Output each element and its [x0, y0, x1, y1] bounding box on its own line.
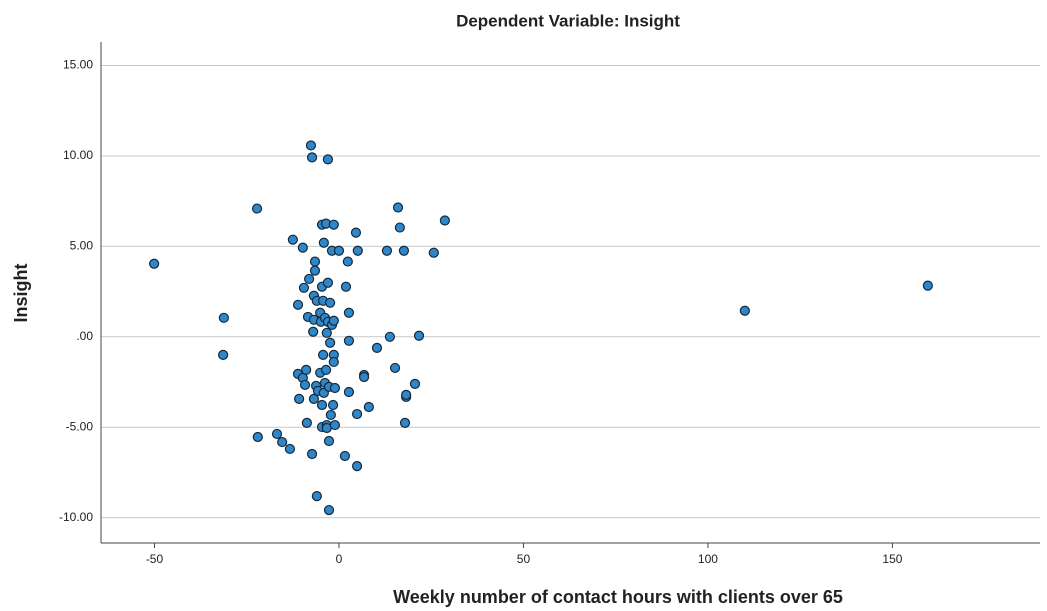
- point: [321, 327, 332, 338]
- point: [392, 202, 404, 213]
- x-axis-label: Weekly number of contact hours with clie…: [393, 587, 843, 607]
- point: [413, 330, 425, 341]
- point: [343, 335, 355, 346]
- point: [325, 297, 336, 308]
- point: [301, 417, 312, 429]
- point: [739, 305, 750, 316]
- y-tick-label: -10.00: [59, 510, 93, 524]
- point: [271, 428, 283, 440]
- point: [342, 256, 353, 267]
- y-axis-label: Insight: [11, 264, 31, 323]
- point: [340, 281, 352, 292]
- point: [389, 362, 401, 374]
- point: [351, 408, 363, 420]
- point: [297, 242, 308, 253]
- point: [343, 307, 355, 318]
- y-tick-label: 10.00: [63, 148, 93, 162]
- point: [325, 409, 336, 421]
- point: [439, 215, 450, 226]
- point: [358, 371, 370, 383]
- point: [323, 435, 335, 447]
- point: [401, 389, 412, 400]
- point: [318, 349, 329, 360]
- point: [299, 379, 311, 391]
- point: [394, 222, 405, 233]
- y-tick-label: 15.00: [63, 58, 93, 72]
- point: [409, 378, 421, 389]
- point: [294, 393, 305, 404]
- point: [277, 436, 288, 448]
- x-tick-label: -50: [146, 552, 164, 566]
- x-tick-label: 100: [698, 552, 718, 566]
- point: [284, 443, 296, 455]
- x-tick-label: 0: [336, 552, 343, 566]
- point: [320, 364, 332, 376]
- point: [322, 154, 334, 165]
- point: [327, 399, 339, 411]
- point: [381, 245, 393, 256]
- point: [384, 331, 395, 342]
- point: [309, 256, 321, 267]
- point: [328, 219, 339, 230]
- point: [322, 277, 334, 288]
- point: [218, 349, 229, 360]
- point: [305, 140, 317, 151]
- point: [371, 342, 383, 353]
- point: [316, 399, 328, 411]
- point: [343, 386, 355, 398]
- point: [328, 315, 339, 326]
- point: [329, 382, 341, 394]
- point: [287, 234, 298, 245]
- point: [328, 356, 339, 368]
- y-tick-label: .00: [76, 329, 93, 343]
- point: [301, 364, 312, 376]
- point: [428, 247, 439, 258]
- point: [329, 419, 341, 431]
- point: [303, 273, 315, 285]
- point: [333, 245, 345, 256]
- point: [339, 450, 350, 462]
- point: [311, 491, 322, 502]
- point: [363, 401, 374, 413]
- point: [251, 203, 263, 214]
- point: [218, 312, 229, 323]
- point: [306, 152, 318, 163]
- point: [308, 393, 319, 404]
- point: [309, 265, 321, 276]
- point: [149, 258, 160, 269]
- point: [306, 448, 318, 460]
- point: [350, 227, 362, 238]
- point: [292, 299, 304, 310]
- x-tick-label: 50: [517, 552, 531, 566]
- y-tick-label: 5.00: [70, 239, 94, 253]
- x-tick-label: 150: [882, 552, 902, 566]
- point: [298, 282, 310, 293]
- point: [252, 431, 263, 443]
- point: [398, 245, 410, 256]
- y-tick-label: -5.00: [66, 419, 94, 433]
- point: [323, 504, 335, 516]
- point: [399, 417, 411, 429]
- point: [308, 326, 319, 337]
- point: [325, 337, 336, 348]
- point: [351, 461, 363, 472]
- chart-title: Dependent Variable: Insight: [456, 11, 680, 30]
- point: [318, 237, 329, 248]
- point: [922, 280, 933, 291]
- point: [352, 245, 363, 256]
